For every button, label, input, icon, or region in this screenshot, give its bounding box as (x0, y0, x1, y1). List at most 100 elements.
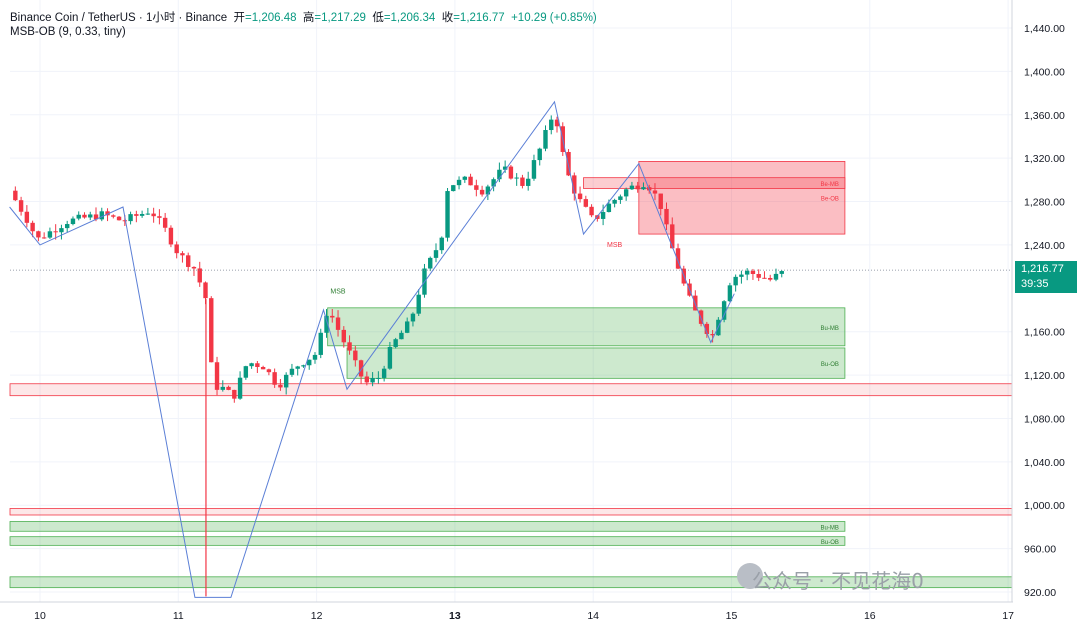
zone-label: Bu-MB (821, 525, 839, 531)
candle-body (174, 244, 179, 254)
symbol-header: Binance Coin / TetherUS · 1小时 · Binance … (10, 9, 597, 25)
candle-body (41, 237, 47, 239)
candle-body (237, 377, 243, 399)
candle-body (652, 190, 658, 194)
candle-body (88, 214, 93, 218)
price-tag: 1,216.77 39:35 (1015, 261, 1077, 293)
candle-body (99, 211, 104, 220)
candle-body (497, 169, 502, 180)
x-tick-label: 13 (449, 610, 461, 622)
candle-body (13, 190, 18, 201)
candle-body (358, 360, 364, 377)
y-tick-label: 1,080.00 (1024, 413, 1065, 425)
candle-body (105, 211, 110, 216)
candle-body (606, 203, 612, 213)
candle-body (756, 274, 761, 278)
candle-body (502, 166, 508, 170)
candle-body (554, 119, 560, 127)
zigzag-line (9, 100, 735, 598)
candle-body (549, 119, 554, 131)
candle-body (272, 372, 277, 385)
candle-body (64, 224, 70, 229)
low-label: 低 (372, 12, 384, 24)
candle-body (249, 363, 254, 367)
candle-body (773, 273, 779, 280)
candle-body (324, 315, 329, 333)
candle-body (157, 216, 162, 218)
candle-body (583, 199, 589, 207)
candle-body (635, 185, 640, 190)
candle-body (658, 193, 663, 209)
y-tick-label: 1,440.00 (1024, 23, 1065, 35)
close-value: =1,216.77 (453, 12, 505, 24)
candle-body (577, 193, 583, 200)
watermark: 公众号 · 不见花海0 (752, 569, 924, 593)
change-value: +10.29 (+0.85%) (511, 12, 597, 24)
y-tick-label: 1,280.00 (1024, 197, 1065, 209)
zone-label: Bu-OB (821, 362, 839, 368)
candle-body (733, 276, 738, 286)
candle-body (347, 342, 352, 351)
candle-body (226, 386, 231, 390)
y-tick-label: 1,320.00 (1024, 153, 1065, 165)
zone-label: Be-MB (821, 182, 839, 188)
zone-bull (9, 521, 846, 532)
indicator-legend[interactable]: MSB-OB (9, 0.33, tiny) (10, 26, 126, 38)
candle-body (24, 211, 30, 223)
x-tick-label: 10 (34, 610, 46, 622)
candle-body (151, 213, 156, 217)
candle-body (410, 313, 416, 322)
candle-body (445, 191, 450, 238)
candle-body (364, 376, 370, 383)
candle-body (456, 179, 462, 186)
candle-body (428, 257, 433, 269)
candle-body (312, 354, 318, 360)
x-tick-label: 17 (1002, 610, 1014, 622)
x-tick-label: 16 (864, 610, 876, 622)
candle-body (525, 178, 531, 186)
y-tick-label: 1,160.00 (1024, 327, 1065, 339)
y-tick-label: 920.00 (1024, 587, 1056, 599)
wechat-logo-icon (737, 563, 763, 589)
candle-body (191, 266, 197, 269)
candle-body (727, 285, 733, 302)
candle-body (260, 366, 266, 370)
x-tick-label: 14 (587, 610, 599, 622)
candle-body (139, 213, 145, 216)
candle-body (376, 377, 381, 379)
candle-body (629, 185, 635, 190)
x-tick-label: 12 (311, 610, 323, 622)
candle-body (393, 339, 398, 347)
candle-body (779, 271, 784, 274)
candle-body (76, 214, 81, 219)
symbol-title: Binance Coin / TetherUS · 1小时 · Binance (10, 12, 228, 24)
candle-body (289, 368, 295, 375)
candle-body (116, 216, 122, 221)
y-tick-label: 1,040.00 (1024, 457, 1065, 469)
candle-body (70, 218, 76, 225)
candle-body (721, 301, 727, 320)
zone-label: Be-OB (821, 197, 839, 203)
candle-body (474, 185, 479, 190)
zone-bull (346, 347, 846, 379)
candle-body (341, 329, 346, 343)
candle-body (462, 176, 468, 180)
candle-body (623, 189, 629, 197)
open-label: 开 (233, 12, 246, 24)
candle-body (330, 315, 335, 318)
candle-body (543, 130, 548, 149)
candle-body (186, 255, 191, 267)
candle-body (399, 332, 404, 340)
y-tick-label: 1,360.00 (1024, 110, 1065, 122)
candle-body (220, 386, 225, 390)
candle-body (744, 270, 750, 275)
candle-body (485, 186, 491, 195)
candle-body (710, 334, 715, 336)
zone-label: Bu-MB (821, 326, 839, 332)
candle-body (433, 250, 439, 258)
zone-bear_line (583, 177, 846, 189)
zone-bull (9, 536, 846, 546)
msb-label: MSB (330, 289, 346, 296)
